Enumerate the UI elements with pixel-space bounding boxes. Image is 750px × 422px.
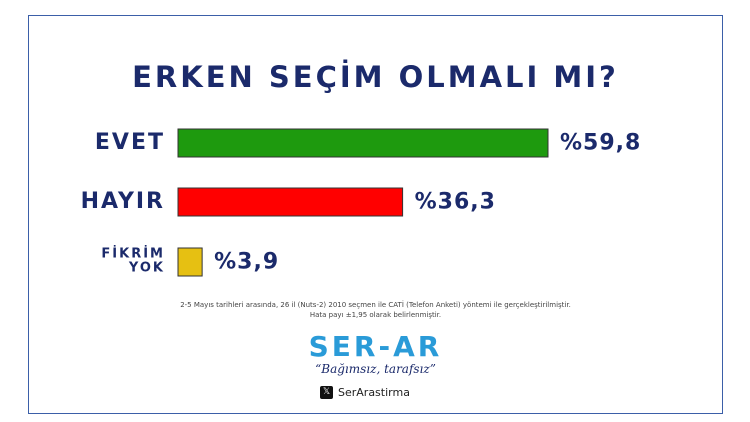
value-label: %36,3 <box>414 189 496 215</box>
handle-text: SerArastirma <box>338 386 410 399</box>
bar <box>177 187 404 217</box>
bar <box>177 247 203 277</box>
value-label: %59,8 <box>560 130 642 156</box>
logo: SER-AR <box>308 330 443 363</box>
social-handle: 𝕏 SerArastirma <box>320 386 410 399</box>
footnote-line: 2-5 Mayıs tarihleri arasında, 26 il (Nut… <box>180 301 571 309</box>
tagline: “Bağımsız, tarafsız” <box>315 362 436 376</box>
category-label: EVET <box>94 129 165 155</box>
category-label: HAYIR <box>80 188 165 214</box>
value-label: %3,9 <box>214 249 280 275</box>
chart-title: ERKEN SEÇİM OLMALI MI? <box>132 60 619 94</box>
category-label: FİKRİM YOK <box>101 246 165 276</box>
bar <box>177 128 549 158</box>
footnote: 2-5 Mayıs tarihleri arasında, 26 il (Nut… <box>28 300 723 320</box>
frame <box>28 15 723 414</box>
x-icon: 𝕏 <box>320 386 333 399</box>
footnote-line: Hata payı ±1,95 olarak belirlenmiştir. <box>309 311 442 319</box>
